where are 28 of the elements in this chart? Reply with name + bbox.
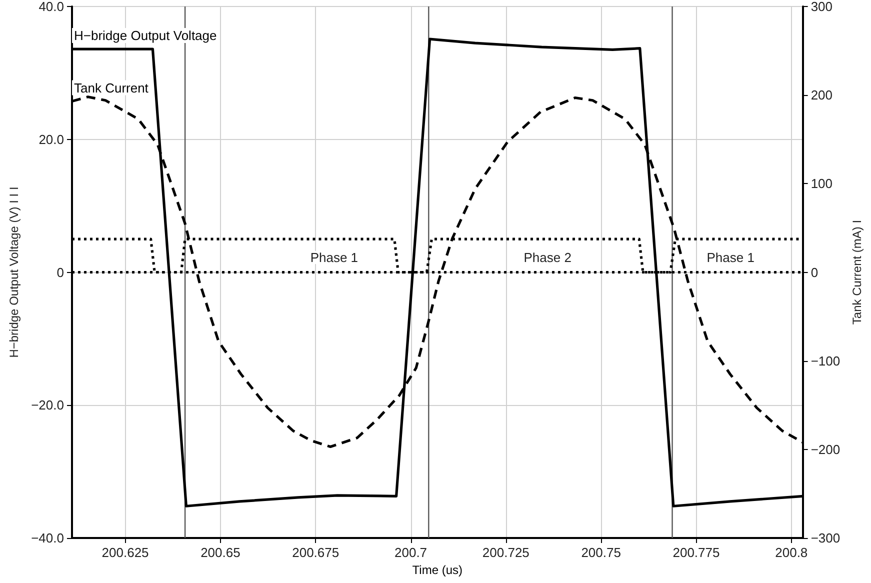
y2-tick-label: −100: [810, 353, 840, 368]
x-tick-label: 200.675: [292, 545, 340, 560]
x-axis-title: Time (us): [412, 562, 463, 577]
x-tick-label: 200.725: [482, 545, 530, 560]
x-tick-label: 200.775: [672, 545, 720, 560]
y2-tick-label: 100: [810, 176, 833, 192]
y2-tick-label: 300: [810, 0, 833, 14]
y-tick-label: 40.0: [38, 0, 64, 14]
x-tick-label: 200.65: [200, 545, 240, 560]
y-axis-title: H−bridge Output Voltage (V) I I I: [7, 186, 21, 358]
y2-tick-label: −200: [810, 442, 840, 457]
y2-tick-label: −300: [810, 530, 840, 546]
y2-axis-title: Tank Current (mA) I: [850, 220, 864, 325]
y2-tick-label: 200: [810, 88, 833, 103]
y-tick-label: −40.0: [31, 530, 64, 546]
x-tick-label: 200.625: [102, 545, 149, 560]
y-tick-label: 20.0: [38, 132, 64, 147]
x-tick-label: 200.7: [394, 545, 428, 560]
annotation: Phase 1: [706, 250, 754, 265]
annotation: Phase 1: [310, 250, 358, 265]
series-label: H−bridge Output Voltage: [74, 28, 217, 44]
x-tick-label: 200.8: [775, 545, 808, 560]
y-tick-label: −20.0: [31, 398, 64, 413]
series-label: Tank Current: [74, 80, 149, 96]
x-tick-label: 200.75: [581, 545, 621, 560]
y-tick-label: 0: [56, 264, 64, 280]
annotation: Phase 2: [524, 250, 572, 265]
y2-tick-label: 0: [810, 264, 818, 280]
